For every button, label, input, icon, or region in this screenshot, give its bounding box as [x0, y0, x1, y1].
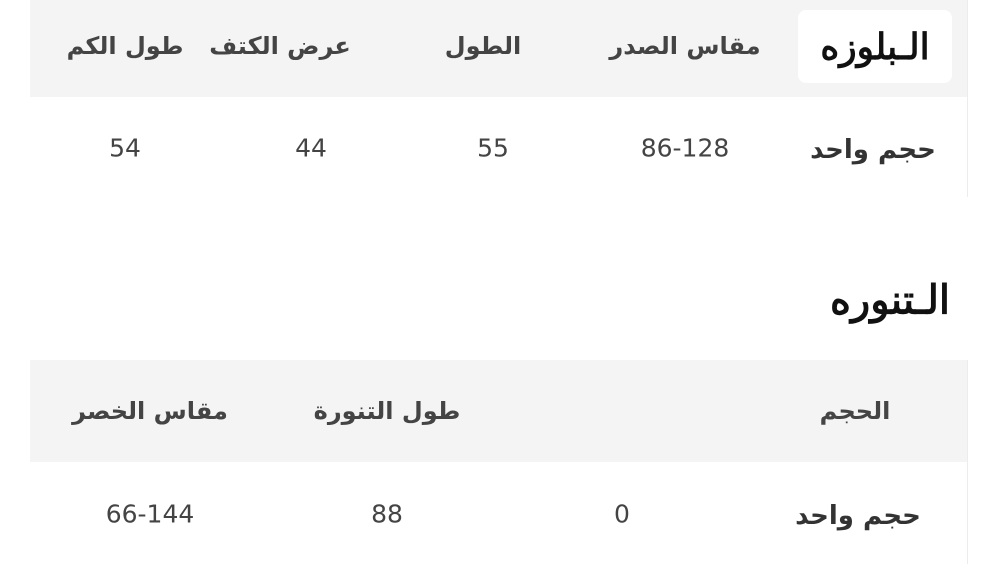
length-value: 55 — [477, 133, 509, 163]
shoulder-value: 44 — [295, 133, 327, 163]
skirt-header-band — [30, 360, 968, 462]
row-label: حجم واحد — [795, 501, 921, 531]
chest-value: 86-128 — [640, 133, 730, 163]
header-length: الطول — [444, 32, 522, 60]
blouse-title: الـبلوزه — [820, 26, 930, 68]
header-sleeve: طول الكم — [66, 32, 184, 60]
header-skirt-length: طول التنورة — [313, 397, 461, 425]
skirt-title: الـتنوره — [829, 276, 951, 324]
header-size: الحجم — [819, 397, 891, 425]
header-shoulder: عرض الكتف — [209, 32, 351, 60]
skirt-length-value: 88 — [371, 499, 403, 529]
table-border — [967, 360, 968, 564]
sleeve-value: 54 — [109, 133, 141, 163]
size-value: 0 — [614, 499, 630, 529]
header-waist: مقاس الخصر — [72, 397, 228, 425]
waist-value: 66-144 — [105, 499, 195, 529]
table-border — [967, 0, 968, 197]
row-label: حجم واحد — [810, 135, 936, 165]
blouse-title-box — [798, 10, 952, 83]
header-chest: مقاس الصدر — [609, 32, 761, 60]
